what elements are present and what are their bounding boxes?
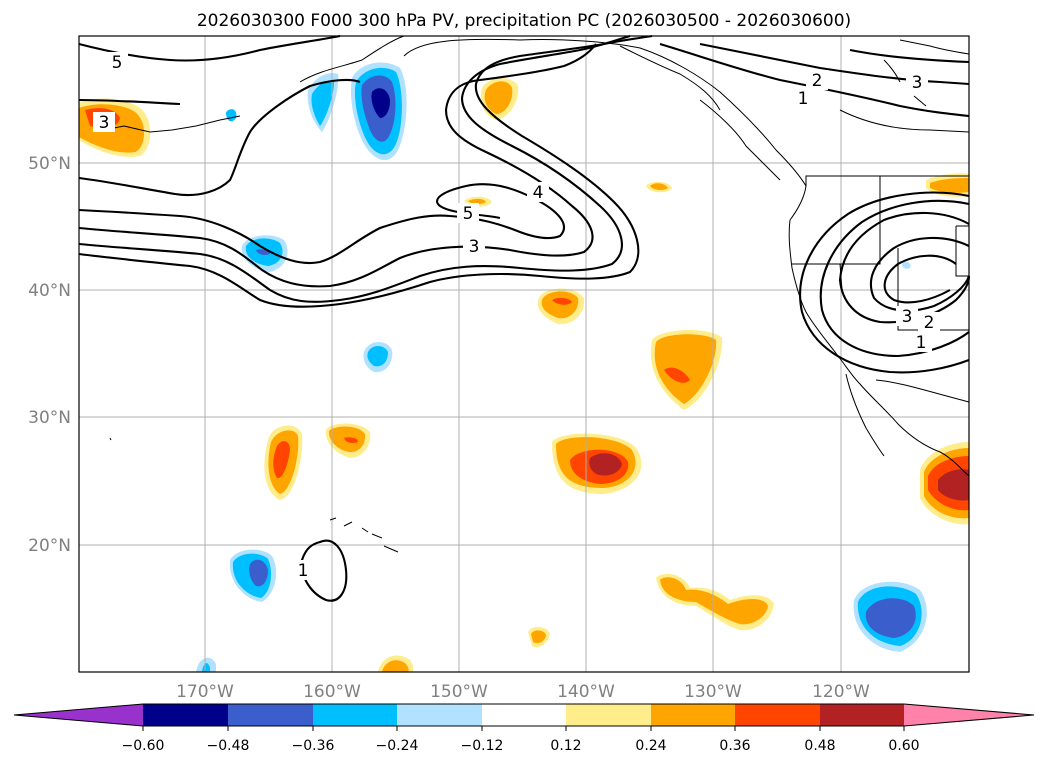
colorbar-tick-label: −0.12 [461, 738, 504, 754]
contour-label: 5 [463, 204, 474, 224]
colorbar-tick-labels: −0.60 −0.48 −0.36 −0.24 −0.12 0.12 0.24 … [122, 738, 920, 754]
colorbar-segment [820, 704, 905, 726]
pv-contours [78, 34, 971, 602]
colorbar-tick-label: −0.60 [122, 738, 165, 754]
colorbar-tick-label: 0.48 [804, 738, 835, 754]
contour-label: 5 [112, 53, 123, 73]
colorbar-segment [397, 704, 482, 726]
colorbar-tick-label: −0.36 [292, 738, 335, 754]
coastlines [103, 35, 970, 553]
contour-label: 2 [924, 313, 935, 333]
precip-blob-18n-negative [229, 549, 277, 602]
contour-label-bg [463, 236, 485, 256]
colorbar-tick-label: 0.24 [635, 738, 666, 754]
precip-blob-16n-east [656, 573, 774, 631]
contour-label: 1 [798, 89, 809, 109]
contour-label-bg [106, 52, 128, 72]
contour-label: 3 [99, 113, 110, 133]
lat-label: 20°N [28, 536, 71, 556]
precip-blob-alaska-negative [350, 62, 407, 161]
map-frame [78, 35, 970, 673]
colorbar-segment [651, 704, 736, 726]
colorbar-segment [566, 704, 651, 726]
contour-label: 1 [916, 333, 927, 353]
contour-label: 1 [298, 561, 309, 581]
lon-label: 120°W [812, 682, 870, 702]
contour-label-bg [792, 88, 814, 108]
lat-label: 50°N [28, 154, 71, 174]
contour-label: 2 [812, 71, 823, 91]
contour-label: 3 [912, 73, 923, 93]
lat-label: 30°N [28, 408, 71, 428]
colorbar-ticks [142, 726, 905, 731]
colorbar-tick-label: −0.24 [376, 738, 419, 754]
colorbar-segment [735, 704, 820, 726]
colorbar-over-triangle [904, 704, 1034, 726]
contour-label-bg [292, 560, 314, 580]
latitude-labels: 50°N 40°N 30°N 20°N [28, 154, 71, 556]
precip-blob-35n-negative [363, 341, 393, 373]
precip-blob-28n [325, 423, 371, 458]
lon-label: 170°W [176, 682, 234, 702]
precip-blob-alaska-small [307, 72, 339, 132]
contour-label: 3 [469, 237, 480, 257]
longitude-labels: 170°W 160°W 150°W 140°W 130°W 120°W [176, 682, 870, 702]
contour-label-bg [910, 332, 932, 352]
contour-label-bg [93, 112, 115, 132]
precip-blob-tiny-inland [902, 261, 911, 269]
precip-blob-mexico-coast [920, 442, 969, 525]
contour-label-bg [527, 182, 549, 202]
figure-title: 2026030300 F000 300 hPa PV, precipitatio… [197, 11, 851, 31]
contour-label-bg [918, 312, 940, 332]
colorbar-tick-label: 0.60 [888, 738, 919, 754]
precip-blob-39n [537, 288, 585, 325]
colorbar-segment [143, 704, 228, 726]
precip-blob-gulf-alaska [480, 77, 519, 120]
colorbar-segment [313, 704, 398, 726]
colorbar-tick-label: −0.48 [207, 738, 250, 754]
contour-label: 4 [533, 183, 544, 203]
colorbar: −0.60 −0.48 −0.36 −0.24 −0.12 0.12 0.24 … [13, 703, 1035, 754]
contour-labels: 5 3 2 1 3 4 5 3 3 2 1 1 [93, 52, 940, 581]
colorbar-tick-label: 0.12 [550, 738, 581, 754]
contour-label-bg [457, 203, 479, 223]
contour-label-bg [906, 72, 928, 92]
precip-blob-26n-west [264, 425, 303, 500]
contour-label-bg [896, 306, 918, 326]
lon-label: 160°W [303, 682, 361, 702]
map-background [79, 36, 969, 672]
lon-label: 150°W [430, 682, 488, 702]
precip-blob-34n [650, 329, 723, 410]
lon-label: 140°W [557, 682, 615, 702]
lat-label: 40°N [28, 281, 71, 301]
colorbar-segment [228, 704, 313, 726]
contour-label-bg [806, 70, 828, 90]
colorbar-under-triangle [14, 704, 143, 726]
map-panel: 5 3 2 1 3 4 5 3 3 2 1 1 [78, 34, 971, 673]
precip-blob-25n-central [552, 433, 642, 494]
contour-label: 3 [902, 307, 913, 327]
colorbar-segment [482, 704, 567, 726]
precip-blob-15n-negative [853, 581, 927, 652]
lon-label: 130°W [684, 682, 742, 702]
colorbar-tick-label: 0.36 [719, 738, 750, 754]
